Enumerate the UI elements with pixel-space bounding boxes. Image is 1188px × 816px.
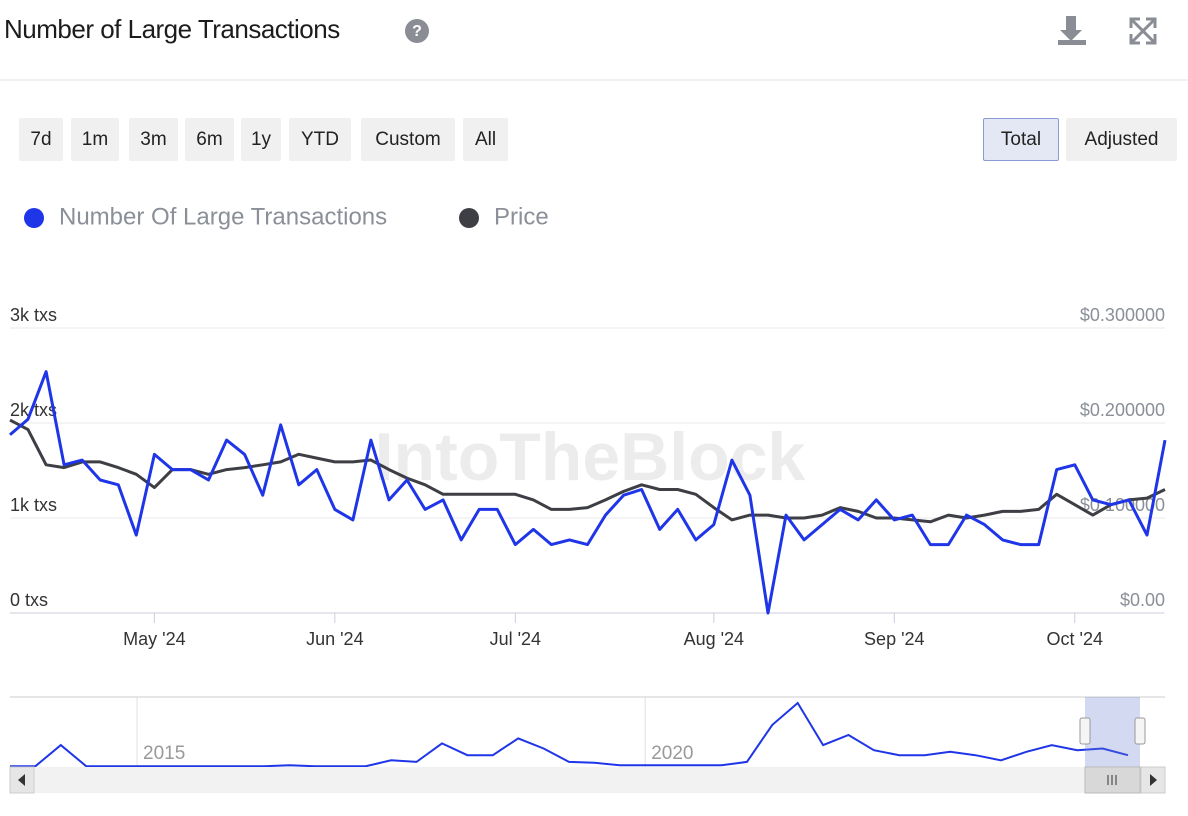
legend-marker: [459, 208, 479, 228]
scroll-left-arrow: [18, 774, 25, 786]
range-button[interactable]: 6m: [185, 118, 234, 161]
y-tick-label: 1k txs: [10, 495, 57, 515]
fullscreen-icon[interactable]: [1129, 17, 1157, 45]
range-button[interactable]: YTD: [289, 118, 351, 161]
y2-tick-label: $0.300000: [1080, 305, 1165, 325]
scrollbar-track[interactable]: [10, 767, 1165, 793]
series-line: [9, 370, 1167, 615]
help-glyph: ?: [412, 23, 422, 40]
navigator-selection[interactable]: [1085, 697, 1140, 767]
range-button[interactable]: All: [463, 118, 508, 161]
mode-button[interactable]: Adjusted: [1066, 118, 1177, 161]
download-icon[interactable]: [1058, 16, 1086, 45]
range-button[interactable]: 7d: [19, 118, 63, 161]
y2-tick-label: $0.200000: [1080, 400, 1165, 420]
help-icon[interactable]: [405, 19, 429, 43]
y-tick-label: 2k txs: [10, 400, 57, 420]
y-tick-label: 3k txs: [10, 305, 57, 325]
x-tick-label: Sep '24: [864, 629, 925, 649]
range-button[interactable]: 3m: [129, 118, 178, 161]
legend-marker: [24, 208, 44, 228]
chart-title: Number of Large Transactions: [4, 14, 340, 44]
scroll-grip: [1107, 775, 1117, 785]
legend-label: Number Of Large Transactions: [59, 203, 387, 230]
navigator-label: 2020: [651, 743, 693, 764]
navigator-handle[interactable]: [1134, 717, 1146, 745]
y-tick-label: 0 txs: [10, 590, 48, 610]
x-tick-label: Aug '24: [684, 629, 745, 649]
x-tick-label: May '24: [123, 629, 185, 649]
range-button[interactable]: 1m: [71, 118, 119, 161]
navigator-handle[interactable]: [1079, 717, 1091, 745]
y2-tick-label: $0.00: [1120, 590, 1165, 610]
navigator-label: 2015: [143, 743, 185, 764]
x-tick-label: Oct '24: [1047, 629, 1103, 649]
navigator-line: [10, 701, 1129, 768]
legend-label: Price: [494, 203, 549, 230]
mode-button[interactable]: Total: [983, 118, 1059, 161]
x-tick-label: Jul '24: [490, 629, 541, 649]
range-button[interactable]: Custom: [361, 118, 455, 161]
range-button[interactable]: 1y: [241, 118, 281, 161]
watermark: IntoTheBlock: [375, 419, 806, 495]
x-tick-label: Jun '24: [306, 629, 363, 649]
scroll-right-arrow: [1150, 774, 1157, 786]
